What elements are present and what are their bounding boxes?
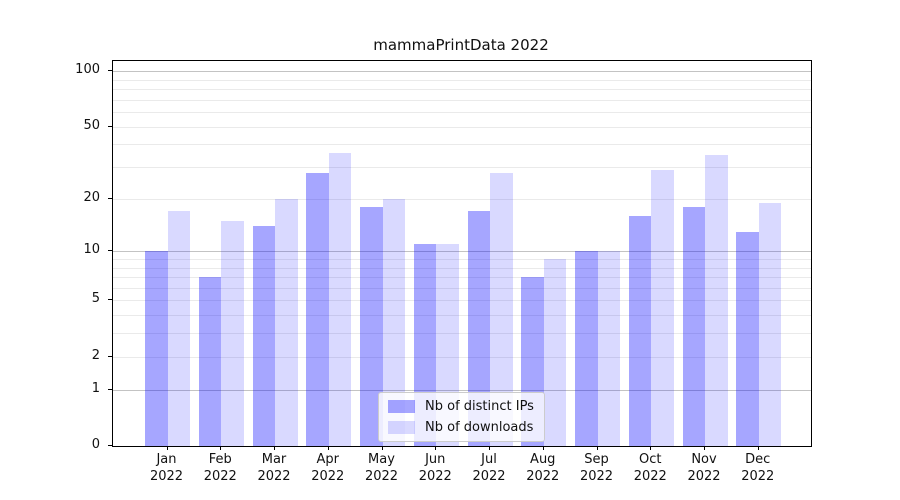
gridline-30	[113, 166, 811, 168]
legend-entry-downloads: Nb of downloads	[388, 419, 534, 436]
x-tick-label-aug: Aug 2022	[526, 452, 560, 484]
y-tick-mark-0	[108, 444, 112, 446]
bar-distinct-ips-oct	[628, 215, 652, 446]
y-tick-mark-5	[108, 298, 112, 300]
bar-downloads-mar	[275, 198, 298, 446]
x-tick-label-nov: Nov 2022	[687, 452, 721, 484]
gridline-9	[113, 258, 811, 260]
x-tick-mark-dec	[757, 446, 759, 450]
y-tick-mark-10	[108, 249, 112, 251]
x-tick-mark-jun	[434, 446, 436, 450]
gridline-90	[113, 79, 811, 81]
gridline-8	[113, 267, 811, 269]
bar-downloads-oct	[651, 169, 674, 446]
x-tick-mark-nov	[703, 446, 705, 450]
x-tick-mark-jul	[488, 446, 490, 450]
legend: Nb of distinct IPs Nb of downloads	[378, 392, 545, 442]
chart-title: mammaPrintData 2022	[373, 36, 549, 54]
bar-distinct-ips-dec	[736, 231, 759, 446]
bar-downloads-feb	[221, 220, 244, 446]
x-tick-mark-aug	[542, 446, 544, 450]
x-tick-mark-feb	[219, 446, 221, 450]
y-tick-label-10: 10	[83, 242, 100, 258]
legend-label-distinct-ips: Nb of distinct IPs	[425, 399, 534, 414]
bar-distinct-ips-jan	[145, 251, 168, 446]
bar-downloads-jul	[490, 172, 513, 446]
bar-downloads-dec	[758, 202, 782, 446]
gridline-70	[113, 99, 811, 101]
gridline-2	[113, 356, 811, 358]
y-tick-label-5: 5	[91, 291, 100, 307]
x-tick-mark-apr	[327, 446, 329, 450]
bar-downloads-may	[382, 198, 405, 446]
gridline-4	[113, 314, 811, 316]
x-tick-label-jul: Jul 2022	[472, 452, 506, 484]
gridline-60	[113, 111, 811, 113]
gridline-1	[113, 389, 811, 391]
gridline-10	[113, 250, 811, 252]
gridline-6	[113, 287, 811, 289]
y-tick-mark-2	[108, 355, 112, 357]
bar-downloads-apr	[328, 152, 352, 446]
x-tick-label-apr: Apr 2022	[311, 452, 345, 484]
bar-downloads-nov	[705, 154, 728, 446]
x-tick-label-oct: Oct 2022	[633, 452, 667, 484]
x-tick-label-mar: Mar 2022	[257, 452, 291, 484]
legend-label-downloads: Nb of downloads	[425, 420, 534, 435]
x-tick-label-jan: Jan 2022	[149, 452, 184, 484]
bar-distinct-ips-nov	[682, 206, 705, 446]
bar-distinct-ips-apr	[306, 172, 329, 446]
bar-distinct-ips-mar	[252, 226, 275, 446]
bar-downloads-sep	[597, 251, 620, 446]
bar-downloads-jan	[167, 211, 190, 446]
y-tick-label-1: 1	[91, 380, 100, 396]
gridline-50	[113, 126, 811, 128]
x-tick-label-dec: Dec 2022	[741, 452, 775, 484]
gridline-80	[113, 88, 811, 90]
bar-distinct-ips-sep	[575, 251, 598, 446]
bar-downloads-aug	[543, 259, 567, 446]
y-tick-label-0: 0	[91, 437, 100, 452]
bar-distinct-ips-jul	[467, 211, 490, 446]
gridline-20	[113, 198, 811, 200]
gridline-7	[113, 276, 811, 278]
bar-distinct-ips-may	[360, 206, 383, 446]
y-tick-label-2: 2	[91, 347, 100, 363]
gridline-3	[113, 332, 811, 334]
x-tick-mark-mar	[273, 446, 275, 450]
y-tick-mark-100	[108, 69, 112, 71]
x-tick-mark-sep	[596, 446, 598, 450]
gridline-40	[113, 143, 811, 145]
x-tick-label-sep: Sep 2022	[579, 452, 614, 484]
plot-area: Nb of distinct IPs Nb of downloads	[112, 60, 812, 447]
x-tick-mark-may	[381, 446, 383, 450]
y-tick-label-20: 20	[83, 189, 100, 205]
x-tick-label-feb: Feb 2022	[203, 452, 237, 484]
x-tick-mark-jan	[166, 446, 168, 450]
legend-swatch-distinct-ips	[388, 400, 415, 413]
gridline-5	[113, 299, 811, 301]
legend-swatch-downloads	[388, 421, 415, 434]
gridline-100	[113, 70, 811, 72]
bar-distinct-ips-feb	[198, 277, 222, 446]
y-tick-label-50: 50	[83, 117, 100, 133]
legend-entry-distinct-ips: Nb of distinct IPs	[388, 398, 534, 415]
y-tick-mark-50	[108, 125, 112, 127]
y-tick-mark-1	[108, 388, 112, 390]
x-tick-label-jun: Jun 2022	[418, 452, 452, 484]
x-tick-mark-oct	[649, 446, 651, 450]
x-tick-label-may: May 2022	[364, 452, 399, 484]
y-tick-label-100: 100	[75, 62, 100, 78]
y-tick-mark-20	[108, 197, 112, 199]
